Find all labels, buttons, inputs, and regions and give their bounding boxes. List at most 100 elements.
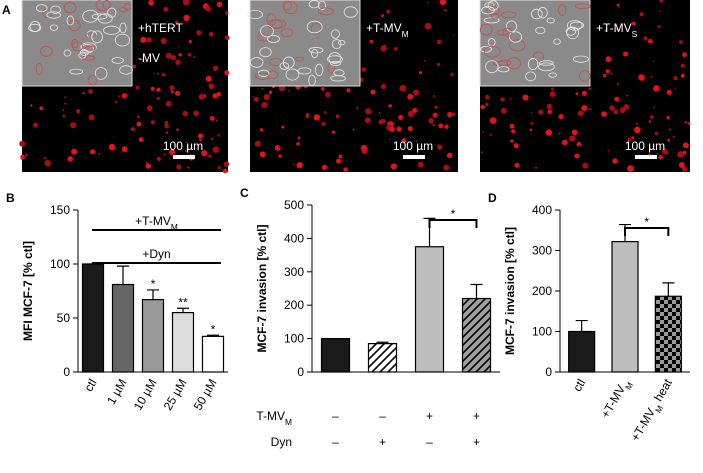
fluorescent-spot xyxy=(108,143,116,151)
cell xyxy=(508,31,523,43)
cell xyxy=(78,52,87,59)
cell xyxy=(49,24,58,31)
fluorescent-spot xyxy=(378,119,384,125)
cell xyxy=(297,67,312,75)
fluorescent-spot xyxy=(650,75,653,78)
cell xyxy=(538,60,554,66)
fluorescent-spot xyxy=(684,121,687,124)
fluorescent-spot xyxy=(30,104,33,107)
fluorescent-spot xyxy=(500,107,507,114)
fluorescent-spot xyxy=(678,162,685,168)
cell xyxy=(50,5,61,14)
fluorescent-spot xyxy=(165,52,172,59)
x-tick-label: 10 µM xyxy=(131,376,160,412)
fluorescent-spot xyxy=(157,73,159,75)
fluorescent-spot xyxy=(138,137,144,143)
fluorescent-spot xyxy=(513,143,519,149)
fluorescent-spot xyxy=(305,114,310,119)
cell xyxy=(327,62,335,74)
fluorescent-spot xyxy=(268,90,273,95)
fluorescent-spot xyxy=(438,123,444,129)
cell xyxy=(80,42,97,52)
fluorescent-spot xyxy=(259,128,264,132)
fluorescent-spot xyxy=(433,95,436,98)
fluorescent-spot xyxy=(217,166,221,170)
fluorescent-spot xyxy=(589,108,592,111)
fluorescent-spot xyxy=(639,12,644,17)
fluorescent-spot xyxy=(489,133,492,136)
x-tick-label: +T-MVM heat xyxy=(628,376,679,446)
fluorescent-spot xyxy=(254,140,261,147)
text-part: +T-MV xyxy=(596,21,632,35)
fluorescent-spot xyxy=(323,111,327,114)
fluorescent-spot xyxy=(656,153,659,155)
fluorescent-spot xyxy=(175,90,181,96)
fluorescent-spot xyxy=(439,0,447,6)
fluorescent-spot xyxy=(164,123,169,129)
error-bar xyxy=(470,283,483,299)
cell xyxy=(82,9,99,23)
cell xyxy=(308,74,316,87)
fluorescent-spot xyxy=(325,91,331,98)
y-tick-label: 200 xyxy=(284,298,304,312)
cell xyxy=(35,62,43,76)
cell xyxy=(492,61,508,67)
cell xyxy=(566,20,583,31)
fluorescent-spot xyxy=(64,102,67,105)
cell xyxy=(311,48,319,59)
fluorescent-spot xyxy=(631,136,635,140)
cell xyxy=(294,56,304,62)
x-tick-label: 25 µM xyxy=(161,376,190,412)
fluorescent-spot xyxy=(612,158,618,164)
fluorescent-spot xyxy=(20,154,25,160)
fluorescent-spot xyxy=(178,46,180,49)
bar xyxy=(611,240,639,373)
fluorescent-spot xyxy=(321,87,325,91)
bar xyxy=(414,246,445,373)
text-part: M xyxy=(653,404,665,415)
cell xyxy=(85,32,97,39)
fluorescent-spot xyxy=(117,95,120,98)
fluorescent-spot xyxy=(396,126,402,132)
fluorescent-spot xyxy=(658,10,661,12)
fluorescent-spot xyxy=(451,112,456,117)
fluorescent-spot xyxy=(136,121,142,127)
bar xyxy=(461,297,492,373)
cell xyxy=(63,49,71,57)
cell xyxy=(548,72,557,78)
fluorescent-spot xyxy=(165,131,169,135)
cell xyxy=(328,52,342,64)
fluorescent-spot xyxy=(146,37,152,43)
fluorescent-spot xyxy=(571,129,578,136)
fluorescent-spot xyxy=(352,128,355,131)
condition-value: + xyxy=(473,409,480,423)
fluorescent-spot xyxy=(680,63,685,68)
text-part: M xyxy=(623,380,635,391)
text-part: +T-MV xyxy=(366,21,402,35)
fluorescent-spot xyxy=(170,90,174,94)
cell xyxy=(485,60,499,74)
fluorescent-spot xyxy=(666,115,670,120)
fluorescent-spot xyxy=(187,166,190,169)
cell xyxy=(103,25,120,35)
fluorescent-spot xyxy=(577,132,580,135)
fluorescent-spot xyxy=(335,114,340,119)
fluorescent-spot xyxy=(380,84,387,90)
fluorescent-spot xyxy=(529,128,533,132)
error-bar xyxy=(376,341,389,344)
significance: * xyxy=(211,322,216,336)
y-tick-label: 0 xyxy=(63,365,70,379)
fluorescent-spot xyxy=(609,105,615,111)
fluorescent-spot xyxy=(98,152,100,155)
fluorescent-spot xyxy=(509,97,512,100)
y-tick-label: 50 xyxy=(57,311,71,325)
fluorescent-spot xyxy=(550,87,554,91)
cell xyxy=(566,26,579,40)
text-part: M xyxy=(402,29,409,39)
fluorescent-spot xyxy=(145,163,152,169)
fluorescent-spot xyxy=(293,163,295,166)
fluorescent-spot xyxy=(224,35,230,41)
y-tick-label: 100 xyxy=(50,257,70,271)
fluorescent-spot xyxy=(165,100,172,107)
condition-name: T-MVM xyxy=(256,409,292,427)
